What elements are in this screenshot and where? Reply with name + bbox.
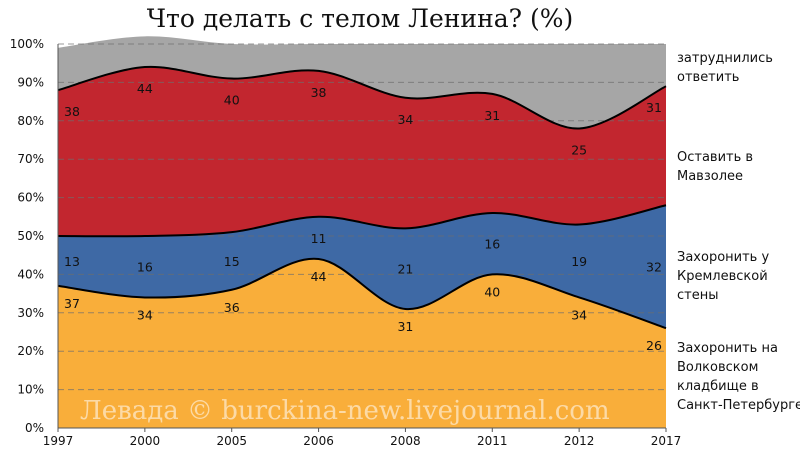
- data-label: 40: [484, 284, 500, 299]
- data-label: 31: [397, 319, 413, 334]
- legend-item-затруднились-ответить: затруднились ответить: [677, 51, 773, 85]
- data-label: 31: [484, 108, 500, 123]
- watermark: Левада © burckina-new.livejournal.com: [80, 396, 610, 426]
- data-label: 16: [137, 260, 153, 275]
- boundary-line: [57, 204, 667, 238]
- data-label: 37: [64, 296, 80, 311]
- x-tick-label: 2017: [651, 434, 682, 448]
- data-label: 25: [571, 142, 587, 157]
- y-tick-label: 40%: [17, 267, 44, 281]
- y-tick-label: 10%: [17, 383, 44, 397]
- x-tick-label: 2011: [477, 434, 508, 448]
- y-tick-label: 60%: [17, 191, 44, 205]
- area-оставить-в-мавзолее: [58, 66, 666, 237]
- legend-label: Мавзолее: [677, 169, 743, 184]
- data-label: 16: [484, 237, 500, 252]
- area-захоронить-на-волковском-кладбище-в-санкт-петербурге: [58, 258, 666, 428]
- legend-item-оставить-в-мавзолее: Оставить в Мавзолее: [677, 150, 753, 184]
- data-label: 32: [646, 260, 662, 275]
- y-tick-label: 30%: [17, 306, 44, 320]
- series-boundaries: [57, 65, 667, 330]
- y-tick-label: 0%: [25, 421, 44, 435]
- data-label: 34: [397, 112, 413, 127]
- data-label: 44: [137, 81, 153, 96]
- y-tick-label: 90%: [17, 75, 44, 89]
- x-tick-label: 2005: [216, 434, 247, 448]
- data-label: 36: [224, 300, 240, 315]
- legend-item-захоронить-у-кремлевской-стены: Захоронить у Кремлевской стены: [677, 250, 769, 303]
- legend-label: Оставить в: [677, 150, 753, 165]
- legend-label: Захоронить на: [677, 341, 778, 356]
- x-tick-label: 2012: [564, 434, 595, 448]
- data-label: 44: [311, 269, 327, 284]
- data-label: 38: [311, 85, 327, 100]
- legend-label: Кремлевской: [677, 269, 768, 284]
- x-tick-label: 2006: [303, 434, 334, 448]
- x-tick-label: 1997: [43, 434, 74, 448]
- legend-item-захоронить-на-волковском-кладбище-в-санкт-петербурге: Захоронить на Волковском кладбище в Санкт-П…: [677, 341, 800, 413]
- legend-label: Захоронить у: [677, 250, 769, 265]
- legend-label: стены: [677, 288, 718, 303]
- boundary-line: [57, 257, 667, 330]
- data-label: 19: [571, 254, 587, 269]
- legend: Захоронить на Волковском кладбище в Санкт-П…: [677, 51, 800, 413]
- chart-title: Что делать с телом Ленина? (%): [146, 4, 574, 33]
- data-label: 11: [311, 231, 327, 246]
- boundary-line: [57, 65, 667, 130]
- x-axis-ticks: 1997 2000 2005 2006 2008 2011 2012 2017: [43, 428, 682, 448]
- x-tick-label: 2008: [390, 434, 421, 448]
- data-label: 34: [137, 307, 153, 322]
- y-tick-label: 70%: [17, 152, 44, 166]
- y-tick-label: 20%: [17, 344, 44, 358]
- legend-label: Санкт-Петербурге: [677, 398, 800, 413]
- legend-label: кладбище в: [677, 379, 759, 394]
- data-label: 21: [397, 262, 413, 277]
- y-tick-label: 50%: [17, 229, 44, 243]
- axes: [57, 44, 666, 429]
- data-label: 40: [224, 93, 240, 108]
- y-axis-ticks: 0% 10% 20% 30% 40% 50% 60% 70% 80% 90% 100%: [10, 37, 44, 435]
- data-label: 38: [64, 104, 80, 119]
- legend-label: Волковском: [677, 360, 758, 375]
- data-label: 31: [646, 100, 662, 115]
- data-label: 15: [224, 254, 240, 269]
- y-tick-label: 80%: [17, 114, 44, 128]
- data-label: 34: [571, 307, 587, 322]
- data-label: 26: [646, 338, 662, 353]
- legend-label: затруднились: [677, 51, 773, 66]
- legend-label: ответить: [677, 70, 739, 85]
- data-labels: 37 34 36 44 31 40 34 26 13 16 15 11 21 16 19 32 38 44 40 38…: [64, 81, 662, 353]
- data-label: 13: [64, 254, 80, 269]
- y-tick-label: 100%: [10, 37, 44, 51]
- x-tick-label: 2000: [130, 434, 161, 448]
